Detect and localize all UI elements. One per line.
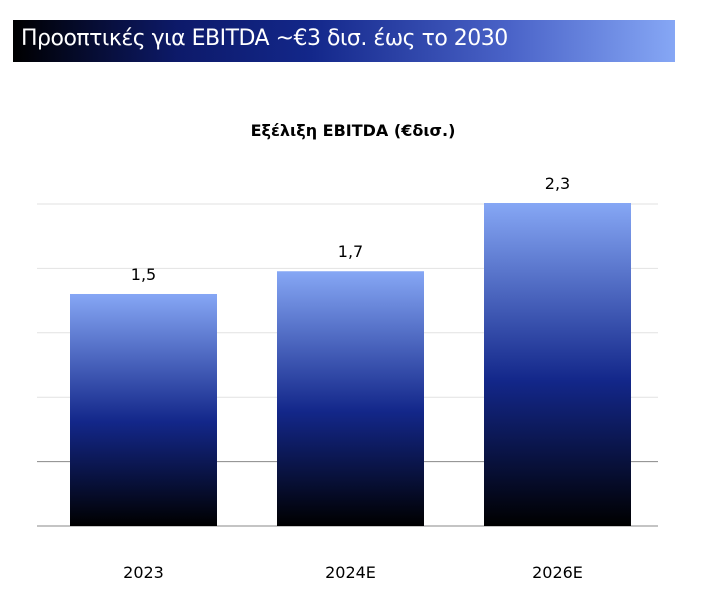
x-tick-label: 2026E <box>532 563 583 582</box>
title-banner: Προοπτικές για EBITDA ~€3 δισ. έως το 20… <box>13 20 675 62</box>
data-label: 2,3 <box>545 174 570 193</box>
bar <box>70 293 217 526</box>
page-title: Προοπτικές για EBITDA ~€3 δισ. έως το 20… <box>21 26 508 51</box>
bar <box>277 271 424 526</box>
chart-title: Εξέλιξη EBITDA (€δισ.) <box>250 121 456 140</box>
x-tick-label: 2023 <box>123 563 164 582</box>
bar <box>484 203 631 526</box>
data-label: 1,7 <box>338 242 363 261</box>
data-label: 1,5 <box>131 265 156 284</box>
x-tick-label: 2024E <box>325 563 376 582</box>
